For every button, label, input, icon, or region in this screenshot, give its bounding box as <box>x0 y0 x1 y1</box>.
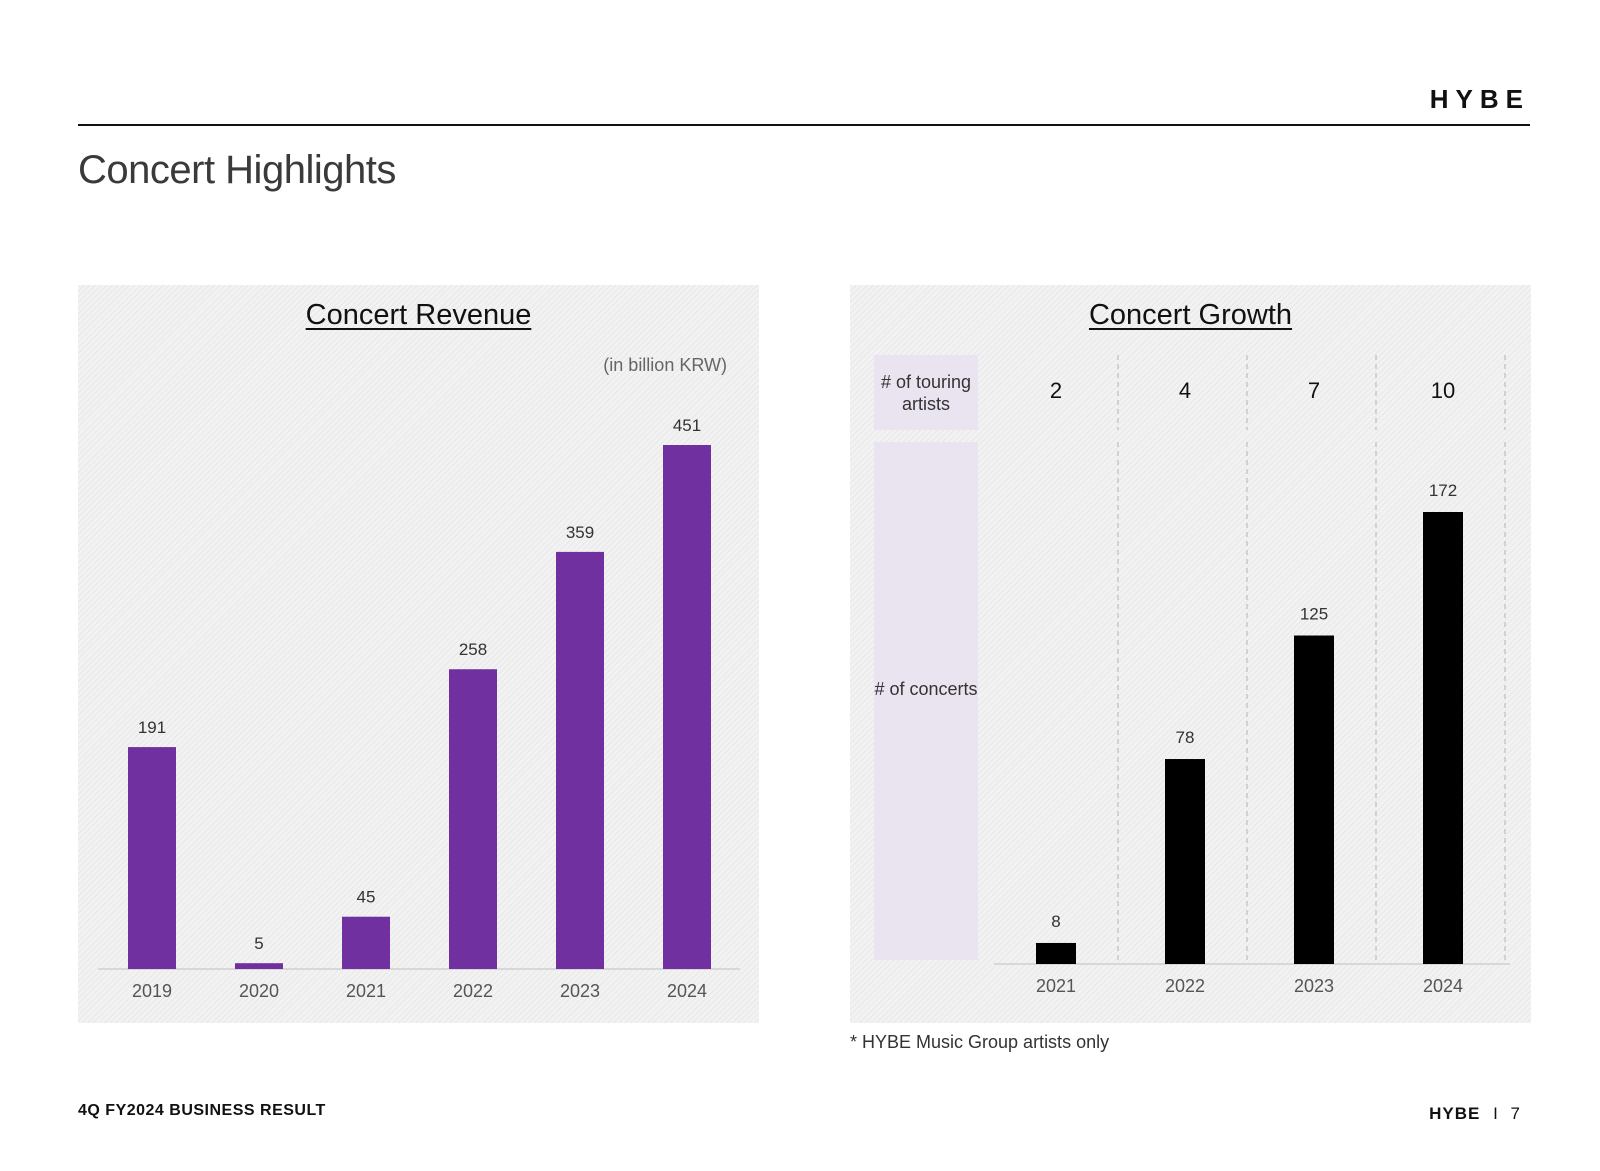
footer-page-info: HYBE I 7 <box>1429 1104 1520 1124</box>
concert-growth-title: Concert Growth <box>1088 299 1293 331</box>
footnote: * HYBE Music Group artists only <box>850 1032 1110 1052</box>
concert-growth-panel: Concert Growth # of touring artists # of… <box>850 285 1531 1023</box>
revenue-bar-2020 <box>235 963 283 969</box>
concert-revenue-title: Concert Revenue <box>305 299 532 331</box>
footer-report-title: 4Q FY2024 BUSINESS RESULT <box>78 1102 326 1119</box>
revenue-value-label: 5 <box>254 934 263 953</box>
concert-year-label: 2024 <box>1423 976 1463 996</box>
concert-value-label: 78 <box>1176 728 1195 747</box>
concert-year-label: 2022 <box>1165 976 1205 996</box>
revenue-value-label: 45 <box>357 888 376 907</box>
revenue-bar-2022 <box>449 669 497 969</box>
concert-year-label: 2021 <box>1036 976 1076 996</box>
revenue-year-label: 2023 <box>560 981 600 1001</box>
header-divider <box>78 124 1530 126</box>
hybe-logo: HYBE <box>1429 84 1530 114</box>
revenue-year-label: 2024 <box>667 981 707 1001</box>
concert-bar-2024 <box>1423 512 1463 964</box>
concerts-row-label: # of concerts <box>874 442 978 960</box>
unit-label: (in billion KRW) <box>603 355 727 375</box>
footer-separator: I <box>1493 1104 1498 1123</box>
revenue-value-label: 359 <box>566 523 594 542</box>
concert-revenue-chart: 191 2019 5 2020 45 2021 258 2022 359 2023 451 2024 <box>98 416 740 1001</box>
footer-brand: HYBE <box>1429 1104 1481 1123</box>
revenue-value-label: 191 <box>138 718 166 737</box>
revenue-bar-2024 <box>663 445 711 969</box>
revenue-year-label: 2020 <box>239 981 279 1001</box>
revenue-year-label: 2019 <box>132 981 172 1001</box>
page-number: 7 <box>1510 1104 1520 1123</box>
touring-artists-value: 4 <box>1179 378 1191 403</box>
revenue-bar-2021 <box>342 916 390 969</box>
revenue-year-label: 2022 <box>453 981 493 1001</box>
concert-value-label: 172 <box>1429 481 1457 500</box>
concert-value-label: 8 <box>1051 912 1060 931</box>
revenue-value-label: 258 <box>459 640 487 659</box>
concert-bar-2021 <box>1036 942 1076 964</box>
concert-revenue-panel: Concert Revenue (in billion KRW) 191 2019… <box>78 285 759 1023</box>
concert-value-label: 125 <box>1300 605 1328 624</box>
concert-bar-2022 <box>1165 759 1205 964</box>
touring-artists-value: 7 <box>1308 378 1320 403</box>
touring-artists-value: 10 <box>1431 378 1455 403</box>
concert-growth-chart: 2 8 2021 4 78 2022 7 125 2023 10 172 2024 <box>994 355 1510 996</box>
concert-bar-2023 <box>1294 635 1334 964</box>
revenue-bar-2019 <box>128 747 176 969</box>
concerts-label: # of concerts <box>874 679 978 699</box>
touring-artists-row-label: # of touring artists <box>874 355 978 430</box>
touring-artists-value: 2 <box>1050 378 1062 403</box>
revenue-year-label: 2021 <box>346 981 386 1001</box>
revenue-value-label: 451 <box>673 416 701 435</box>
touring-artists-label: # of touring artists <box>880 371 972 414</box>
page-title: Concert Highlights <box>78 148 396 192</box>
concert-year-label: 2023 <box>1294 976 1334 996</box>
revenue-bar-2023 <box>556 551 604 969</box>
